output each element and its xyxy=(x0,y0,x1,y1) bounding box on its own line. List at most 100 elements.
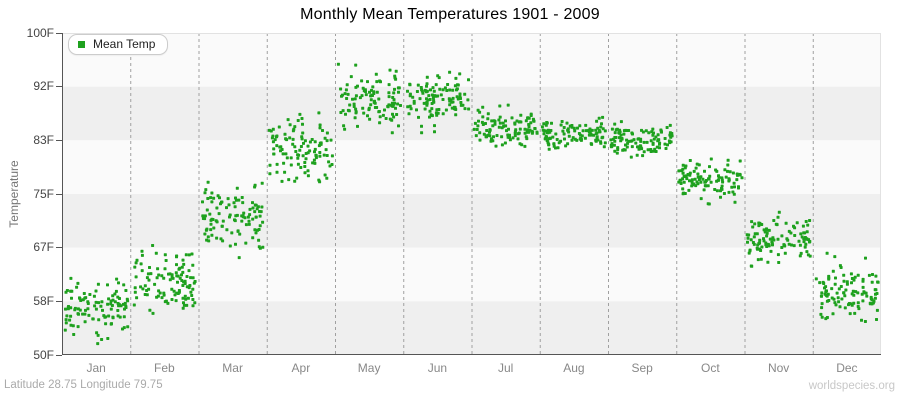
data-point xyxy=(481,115,485,119)
data-point xyxy=(649,150,653,153)
data-point xyxy=(719,189,722,193)
data-point xyxy=(246,215,250,219)
data-point xyxy=(318,126,322,130)
data-point xyxy=(272,152,276,156)
data-point xyxy=(81,298,85,302)
data-point xyxy=(839,285,843,288)
data-point xyxy=(600,122,603,126)
data-point xyxy=(789,231,793,235)
data-point xyxy=(772,238,776,242)
data-point xyxy=(384,117,388,120)
data-point xyxy=(868,302,872,306)
data-point xyxy=(386,104,390,108)
data-point xyxy=(430,107,434,111)
data-point xyxy=(757,221,761,225)
data-point xyxy=(135,296,139,300)
data-point xyxy=(285,156,289,160)
data-point xyxy=(293,145,297,149)
data-point xyxy=(394,106,397,110)
data-point xyxy=(476,108,480,112)
data-point xyxy=(463,107,467,111)
data-point xyxy=(327,160,331,164)
data-point xyxy=(421,91,425,95)
data-point xyxy=(713,188,717,191)
data-point xyxy=(500,143,504,147)
data-point xyxy=(116,314,120,318)
data-point xyxy=(834,276,837,280)
data-point xyxy=(301,131,305,135)
data-point xyxy=(450,100,454,104)
data-point xyxy=(764,243,768,247)
data-point xyxy=(804,242,808,246)
data-point xyxy=(156,267,160,271)
data-point xyxy=(66,307,70,311)
data-point xyxy=(94,300,98,304)
data-point xyxy=(330,154,334,158)
data-point xyxy=(506,133,510,137)
data-point xyxy=(184,297,188,301)
x-tick-label-feb: Feb xyxy=(154,361,175,375)
data-point xyxy=(187,253,191,257)
data-point xyxy=(283,170,287,174)
data-point xyxy=(113,292,117,296)
data-point xyxy=(542,132,546,136)
data-point xyxy=(391,112,394,116)
data-point xyxy=(189,290,193,294)
data-point xyxy=(825,251,829,255)
data-point xyxy=(155,295,159,299)
data-point xyxy=(79,299,83,302)
data-point xyxy=(325,131,329,135)
data-point xyxy=(443,86,447,90)
data-point xyxy=(64,321,68,325)
data-point xyxy=(339,87,343,91)
data-point xyxy=(233,218,236,222)
data-point xyxy=(209,228,213,232)
data-point xyxy=(863,291,867,295)
data-point xyxy=(418,97,422,101)
data-point xyxy=(325,154,329,157)
data-point xyxy=(268,172,272,176)
data-point xyxy=(730,185,734,189)
data-point xyxy=(206,180,210,184)
data-point xyxy=(824,290,828,294)
data-point xyxy=(228,213,232,217)
data-point xyxy=(571,136,575,140)
data-point xyxy=(360,79,364,83)
data-point xyxy=(501,121,505,125)
data-point xyxy=(201,200,204,204)
data-point xyxy=(304,157,308,161)
data-point xyxy=(205,208,209,212)
data-point xyxy=(780,234,784,238)
data-point xyxy=(619,139,623,143)
data-point xyxy=(81,312,85,316)
data-point xyxy=(191,287,195,291)
data-point xyxy=(448,103,452,107)
data-point xyxy=(342,124,346,128)
data-point xyxy=(610,144,614,148)
data-point xyxy=(806,253,810,257)
data-point xyxy=(451,88,455,92)
data-point xyxy=(820,291,824,295)
data-point xyxy=(747,251,751,255)
data-point xyxy=(122,315,126,319)
data-point xyxy=(206,235,210,239)
data-point xyxy=(875,308,879,312)
data-point xyxy=(837,300,841,304)
data-point xyxy=(354,107,358,111)
data-point xyxy=(363,88,367,92)
data-point xyxy=(787,242,791,246)
data-point xyxy=(187,269,191,273)
data-point xyxy=(668,131,672,135)
data-point xyxy=(634,141,638,145)
data-point xyxy=(599,125,603,129)
data-point xyxy=(562,132,566,136)
data-point xyxy=(681,177,685,181)
data-point xyxy=(803,231,807,235)
data-point xyxy=(715,179,719,183)
data-point xyxy=(93,304,97,308)
data-point xyxy=(843,306,847,310)
data-point xyxy=(180,265,184,269)
data-point xyxy=(554,132,558,136)
data-point xyxy=(808,219,812,222)
data-point xyxy=(344,88,348,92)
